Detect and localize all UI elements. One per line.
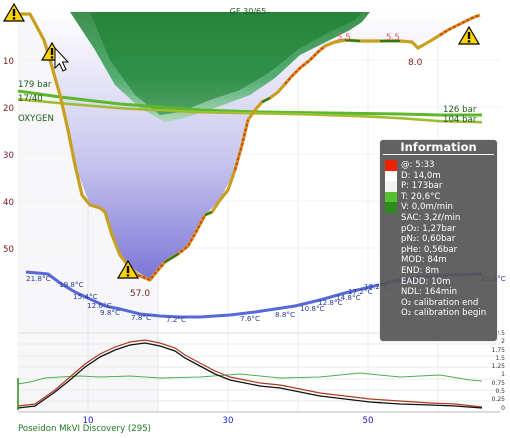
info-text: pHe: 0,56bar (401, 244, 458, 255)
gas-name-label: OXYGEN (18, 114, 54, 124)
time-tick: 10 (83, 416, 94, 426)
tank-end-pressure-2: 104 bar (443, 115, 477, 125)
phe-curve (17, 342, 483, 409)
tank-end-pressure-1: 126 bar (443, 105, 477, 115)
depth-tick: 50 (3, 245, 14, 255)
ppo2-tick: 1 (501, 371, 505, 378)
ppo2-tick: 1.25 (492, 363, 506, 370)
ppo2-tick: 0.75 (492, 380, 506, 387)
legend-swatch (385, 191, 397, 203)
information-title: Information (383, 141, 494, 155)
temperature-labels: 21.8°C 19.8°C 15.4°C 12.0°C 9.8°C 7.8°C … (26, 274, 506, 324)
ceiling-mark: 5.5 (386, 33, 400, 43)
info-text: pN₂: 0,60bar (401, 234, 456, 245)
info-row-time: @: 5:33 (385, 160, 486, 171)
info-text: T: 20,6°C (401, 191, 441, 202)
info-row-event: O₂ calibration begin (385, 308, 486, 319)
temperature-label: 15.4°C (73, 292, 98, 301)
info-text: SAC: 3,2ℓ/min (401, 212, 461, 223)
time-tick: 50 (363, 416, 374, 426)
info-row-po2: pO₂: 1,27bar (385, 224, 486, 235)
temperature-label: 8.8°C (275, 310, 295, 319)
legend-swatch (385, 160, 397, 171)
info-row-pn2: pN₂: 0,60bar (385, 234, 486, 245)
depth-tick: 40 (3, 198, 14, 208)
pn2-curve (17, 339, 483, 408)
info-text: MOD: 84m (401, 255, 447, 266)
ppo2-tick: 0.25 (492, 396, 506, 403)
ppo2-tick: 1.5 (495, 355, 505, 362)
time-tick: 30 (223, 416, 234, 426)
info-row-temperature: T: 20,6°C (385, 191, 486, 203)
dive-computer-label: Poseidon MkVI Discovery (295) (18, 424, 152, 434)
depth-axis: 10 20 30 40 50 (3, 57, 14, 255)
info-text: EADD: 10m (401, 276, 451, 287)
depth-tick: 10 (3, 57, 14, 67)
time-axis: 10 30 50 (18, 411, 500, 426)
temperature-label: 12.0°C (87, 301, 112, 310)
info-row-eadd: EADD: 10m (385, 277, 486, 288)
warning-icon[interactable] (458, 26, 480, 45)
temperature-label: 21.8°C (26, 274, 51, 283)
ppo2-tick: 0.5 (495, 388, 505, 395)
info-text: P: 173bar (401, 181, 443, 192)
info-text: pO₂: 1,27bar (401, 223, 456, 234)
mouse-cursor-icon (54, 46, 70, 72)
max-depth-label: 57.0 (130, 289, 150, 299)
info-text: V: 0,0m/min (401, 202, 453, 213)
legend-swatch (385, 170, 397, 182)
temperature-label: 17.2°C (348, 287, 373, 296)
ceiling-shading-edge (90, 12, 362, 115)
end-depth-label: 8.0 (408, 58, 423, 68)
legend-swatch (385, 181, 397, 192)
info-text: D: 14,0m (401, 170, 441, 181)
temperature-label: 19.2°C (364, 282, 389, 291)
ceiling-mark: 5.5 (337, 33, 351, 43)
gf-label: GF 30/65 (230, 7, 266, 16)
info-row-end: END: 8m (385, 266, 486, 277)
ppo2-tick: 0 (501, 405, 505, 412)
info-row-pressure: P: 173bar (385, 181, 486, 192)
info-row-phe: pHe: 0,56bar (385, 245, 486, 256)
info-row-depth: D: 14,0m (385, 170, 486, 182)
depth-tick: 20 (3, 104, 14, 114)
ppo2-tick: 2.5 (495, 330, 505, 337)
partial-pressure-graph (17, 332, 500, 410)
ppo2-tick: 2 (501, 338, 505, 345)
depth-tick: 30 (3, 151, 14, 161)
fast-ascent-segments (137, 14, 481, 282)
ascent-green-segments (164, 38, 400, 263)
ppo2-tick: 1.75 (492, 347, 506, 354)
info-text: O₂ calibration begin (401, 308, 487, 319)
info-text: NDL: 164min (401, 287, 458, 298)
info-row-velocity: V: 0,0m/min (385, 202, 486, 213)
tank-start-pressure: 179 bar (18, 80, 52, 90)
tank-pressure-lines (17, 89, 483, 124)
temperature-label: 9.8°C (100, 308, 120, 317)
info-row-event: O₂ calibration end (385, 298, 486, 309)
temperature-label: 14.8°C (336, 293, 361, 302)
temperature-label: 7.2°C (166, 315, 186, 324)
info-row-sac: SAC: 3,2ℓ/min (385, 213, 486, 224)
info-text: O₂ calibration end (401, 297, 479, 308)
ppo2-scale: 2.5 2 1.75 1.5 1.25 1 0.75 0.5 0.25 0 (492, 330, 506, 412)
legend-swatch (385, 202, 397, 213)
info-row-ndl: NDL: 164min (385, 287, 486, 298)
info-text: @: 5:33 (401, 160, 435, 170)
temperature-label: 7.6°C (240, 314, 260, 323)
temperature-label: 7.8°C (131, 313, 151, 322)
information-panel: Information @: 5:33 D: 14,0m P: 173bar T… (379, 139, 498, 342)
info-row-mod: MOD: 84m (385, 255, 486, 266)
info-text: END: 8m (401, 265, 439, 276)
po2-curve (17, 372, 483, 385)
temperature-label: 12.8°C (318, 298, 343, 307)
gas-mix-label: 17/40 (18, 94, 43, 104)
temperature-label: 10.8°C (300, 304, 325, 313)
temperature-label: 19.8°C (59, 280, 84, 289)
